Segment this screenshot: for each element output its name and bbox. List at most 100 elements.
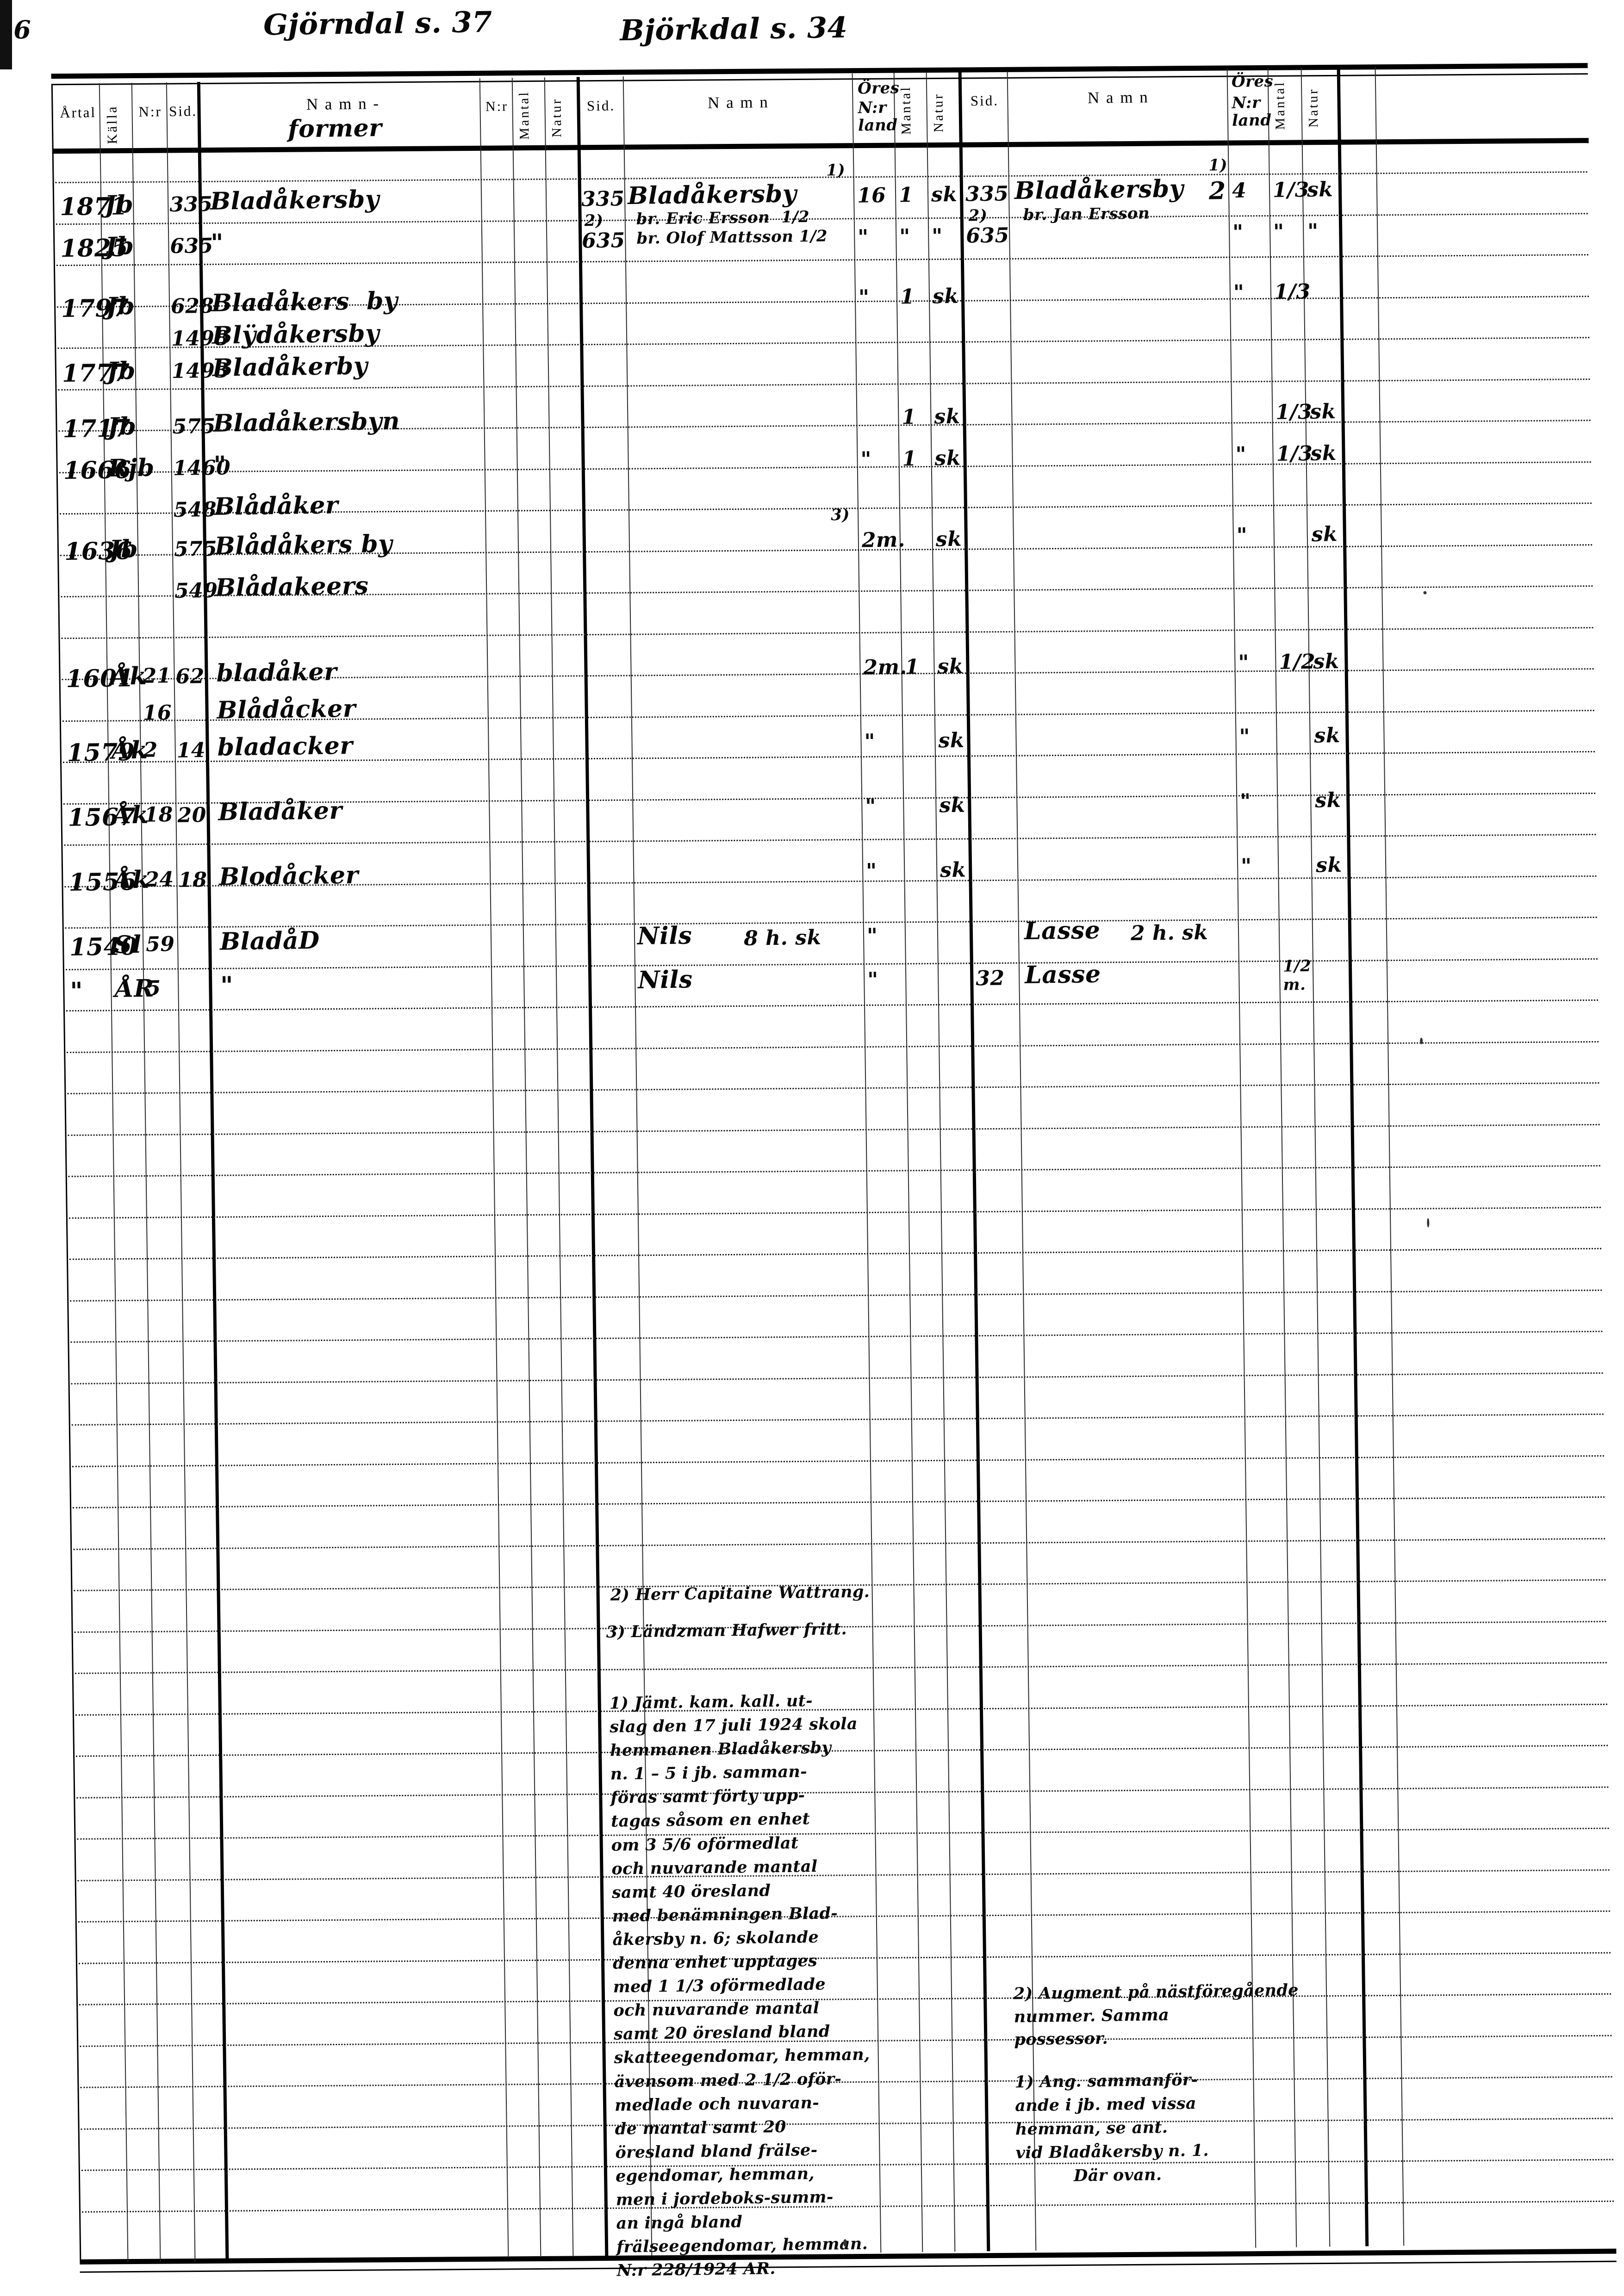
ruled-line <box>75 1662 1607 1674</box>
cell-value: Jb <box>105 231 134 261</box>
cell-value: Bladåkerby <box>212 352 368 382</box>
col-line-left-edge <box>51 84 81 2263</box>
cell-value: sk <box>940 858 966 882</box>
cell-value: Jb <box>109 534 138 564</box>
header-sid-d: Sid. <box>970 92 999 109</box>
cell-value: Bladåkersby <box>210 185 380 216</box>
cell-value: " <box>866 924 878 948</box>
cell-value: " <box>1236 523 1248 547</box>
cell-value: 1 <box>905 655 920 679</box>
header-kalla: Källa <box>104 105 120 144</box>
cell-value: " <box>1238 651 1250 675</box>
cell-value: " <box>220 971 234 1000</box>
cell-value: Åk <box>112 800 149 830</box>
cell-value: " <box>899 225 911 249</box>
cell-value: Blådåker <box>214 491 339 521</box>
cell-value: 549 <box>174 578 218 603</box>
cell-value: Åk <box>111 662 147 691</box>
ruled-line <box>73 1496 1605 1508</box>
cell-value: m. <box>1283 975 1306 994</box>
col-line-cmantal-cnatur <box>926 72 956 2252</box>
header-oresland-c-nr: N:r <box>858 98 887 118</box>
cell-value: Rjb <box>108 453 155 483</box>
cell-value: br. Eric Ersson 1/2 <box>636 207 810 229</box>
cell-value: 548 <box>173 497 217 522</box>
header-nr-b: N:r <box>485 99 509 114</box>
ruled-line <box>68 1165 1600 1177</box>
cell-value: Lasse <box>1024 960 1101 989</box>
ruled-line <box>61 627 1593 639</box>
cell-value: sk <box>934 404 960 429</box>
header-namn-d: N a m n <box>1087 88 1150 107</box>
header-bottom-rule <box>52 138 1589 154</box>
col-line-dsid-dnamn <box>1007 71 1037 2251</box>
cell-value: sk <box>1311 522 1338 546</box>
footnote-center-2: 2) Herr Capitaine Wattrang. <box>610 1582 870 1605</box>
cell-value: sk <box>939 793 965 818</box>
scan-speck <box>1427 1218 1430 1228</box>
cell-value: sk <box>1307 178 1333 202</box>
cell-value: 1 <box>898 183 914 207</box>
cell-value: 335 <box>581 187 625 211</box>
cell-value: 335 <box>169 192 213 217</box>
cell-value: Bladåker <box>218 796 342 826</box>
header-mantal-b: Mantal <box>516 90 532 140</box>
cell-value: 1 <box>900 285 915 309</box>
cell-value: 3) <box>830 505 850 525</box>
col-line-artal-kalla <box>99 83 129 2263</box>
cell-value: sk <box>1314 788 1341 813</box>
ruled-line <box>70 1330 1603 1343</box>
cell-value: sk <box>1313 649 1339 674</box>
ruled-line <box>64 833 1596 846</box>
heading-right: Björkdal s. 34 <box>619 10 848 48</box>
cell-value: sk <box>1309 399 1336 424</box>
header-namn-c: N a m n <box>707 93 770 112</box>
cell-value: 635 <box>582 229 626 253</box>
cell-value: " <box>858 285 870 310</box>
header-oresland-d: Öres <box>1231 72 1274 91</box>
header-sid-a: Sid. <box>168 103 198 119</box>
cell-value: sk <box>1310 441 1337 465</box>
cell-value: " <box>1240 789 1251 813</box>
cell-value: Sl <box>114 930 142 959</box>
header-natur-d: Natur <box>1306 87 1321 128</box>
header-mantal-d: Mantal <box>1272 81 1288 130</box>
cell-value: 1/3 <box>1274 279 1311 304</box>
cell-value: 2 h. sk <box>1130 920 1208 945</box>
header-mantal-c: Mantal <box>898 85 914 135</box>
cell-value: 5 <box>146 976 161 1000</box>
ruled-line <box>71 1372 1603 1384</box>
cell-value: sk <box>934 446 961 471</box>
cell-value: 1 <box>902 405 916 429</box>
header-oresland-d-land: land <box>1232 111 1272 130</box>
footnote-center-1: 1) Jämt. kam. kall. ut- slag den 17 juli… <box>609 1691 870 2280</box>
cell-value: 2 <box>143 738 158 762</box>
footnote-right-1: 1) Ang. sammanför- ande i jb. med vissa … <box>1014 2070 1209 2186</box>
cell-value: 2 <box>1208 177 1226 205</box>
cell-value: " <box>1232 220 1244 244</box>
header-nr-a: N:r <box>138 103 162 120</box>
scan-speck <box>1420 1037 1423 1044</box>
cell-value: br. Olof Mattsson 1/2 <box>636 227 828 248</box>
cell-value: " <box>1235 442 1247 466</box>
cell-value: 1/2 <box>1282 956 1312 976</box>
cell-value: Nils <box>637 965 693 994</box>
cell-value: " <box>864 730 876 754</box>
cell-value: " <box>1307 219 1319 243</box>
scan-speck <box>843 2239 847 2247</box>
cell-value: Jb <box>106 356 136 385</box>
cell-value: 8 h. sk <box>743 925 821 950</box>
header-oresland-d-nr: N:r <box>1232 93 1261 112</box>
cell-value: 628 <box>170 294 214 318</box>
header-natur-c: Natur <box>931 92 946 133</box>
cell-value: Bladåkersby <box>627 180 797 210</box>
cell-value: 2) <box>968 206 988 225</box>
cell-value: Blodåcker <box>218 861 359 891</box>
col-line-dores-dmantal <box>1267 68 1297 2247</box>
cell-value: " <box>860 447 872 472</box>
cell-value: sk <box>931 182 958 207</box>
cell-value: 18 <box>144 802 174 827</box>
top-rule <box>51 63 1588 79</box>
cell-value: 1/3 <box>1272 178 1310 202</box>
